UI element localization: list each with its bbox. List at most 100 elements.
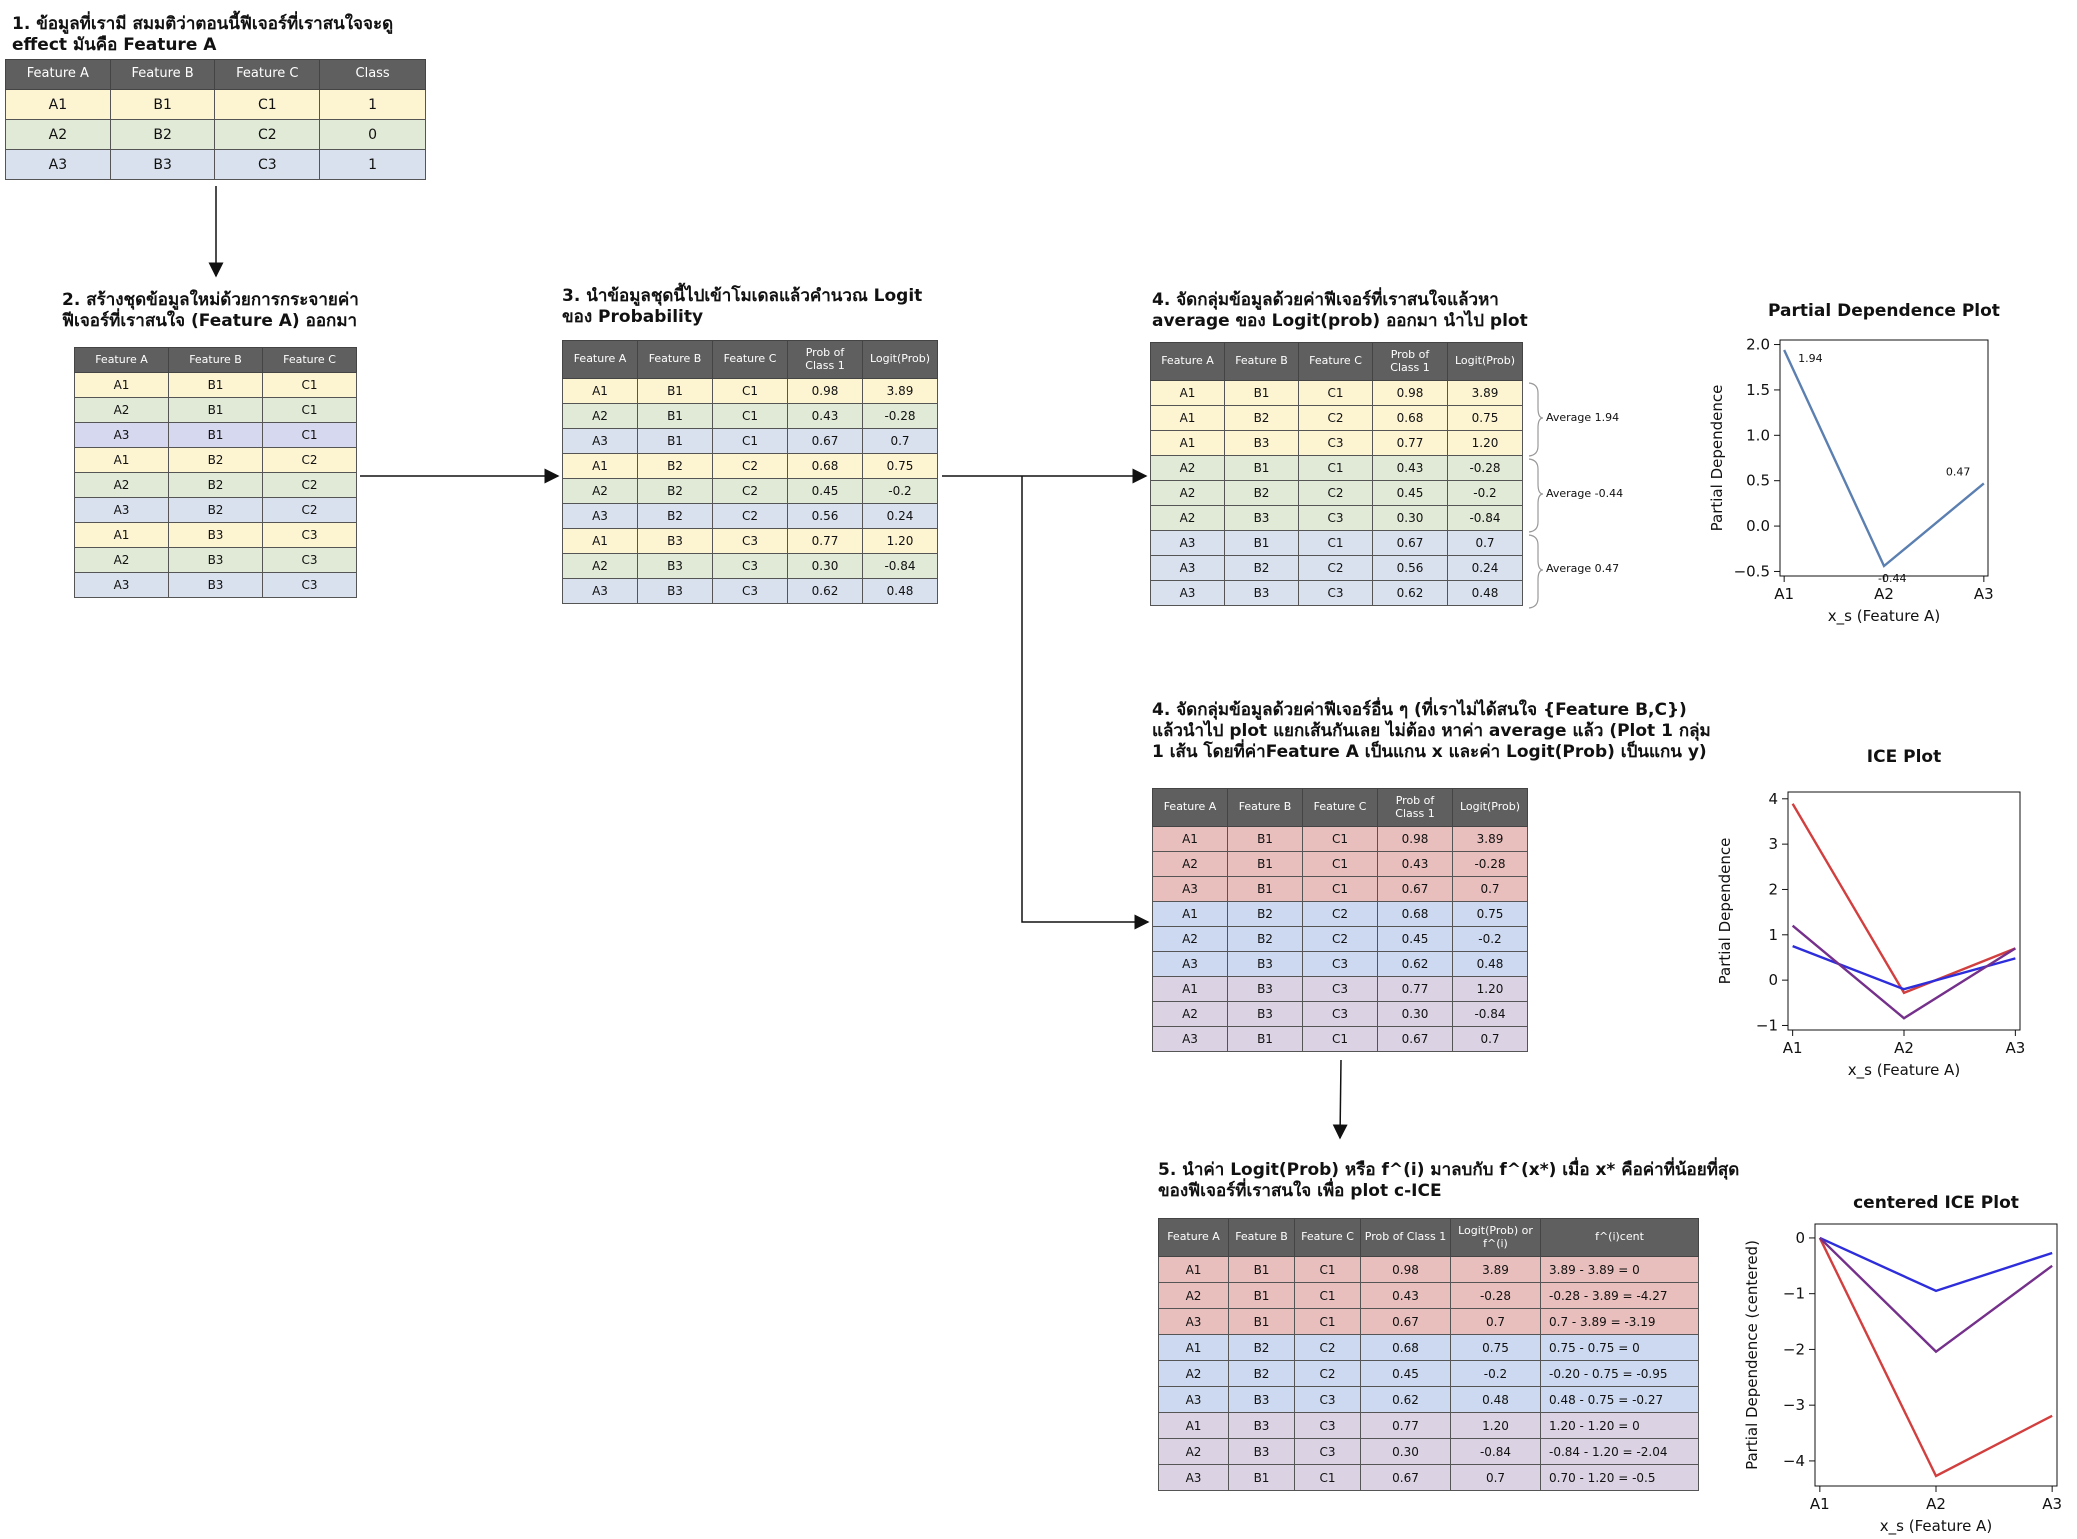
table-cell: A2: [1158, 1282, 1229, 1309]
data-label: 0.47: [1946, 465, 1971, 478]
column-header: Feature B: [637, 340, 713, 379]
table-cell: -0.2: [862, 478, 938, 504]
table-cell: B1: [1227, 1026, 1303, 1052]
table-row: A2 B2 C2: [74, 472, 357, 498]
table-row: A1 B1 C1 0.98 3.89 3.89 - 3.89 = 0: [1158, 1256, 1699, 1283]
table-cell: -0.84 - 1.20 = -2.04: [1540, 1438, 1699, 1465]
data-label: 1.94: [1798, 352, 1823, 365]
x-tick-label: A3: [2005, 1039, 2025, 1057]
table-cell: A3: [74, 422, 169, 448]
grouped-by-feature-a-table: Feature A Feature B Feature C Prob of Class…: [1150, 342, 1523, 606]
table-cell: A2: [1152, 926, 1228, 952]
table-cell: 3.89 - 3.89 = 0: [1540, 1256, 1699, 1283]
table-cell: A2: [74, 472, 169, 498]
table-row: A1 B2 C2 0.68 0.75 0.75 - 0.75 = 0: [1158, 1334, 1699, 1361]
table-cell: C1: [1294, 1256, 1361, 1283]
column-header: Prob of Class 1: [787, 340, 863, 379]
ice-plot: ICE Plot −1 0 1 2 3 4 A1 A2 A3 x_s (Feature A) Part…: [1716, 747, 2025, 1080]
column-header: Feature C: [712, 340, 788, 379]
column-header: Prob of Class 1: [1360, 1218, 1451, 1257]
y-tick-label: −1: [1756, 1016, 1778, 1034]
table-row: A2 B2 C2 0.45 -0.2: [1152, 926, 1528, 952]
y-tick-label: −1: [1783, 1285, 1805, 1303]
series-line-1: [1783, 349, 1985, 568]
series-line-3: [1791, 924, 2016, 1020]
y-tick-label: −2: [1783, 1340, 1805, 1358]
table-cell: A1: [562, 378, 638, 404]
y-tick-label: 0: [1768, 971, 1778, 989]
column-header: Logit(Prob): [1447, 342, 1523, 381]
table-cell: 1.20: [1450, 1412, 1541, 1439]
table-row: A2 B1 C1 0.43 -0.28: [1150, 455, 1523, 481]
table-cell: C2: [262, 497, 357, 523]
table-cell: 1.20: [1452, 976, 1528, 1002]
partial-dependence-plot: Partial Dependence Plot −0.5 0.0 0.5 1.0 1.5 2…: [1708, 301, 2000, 626]
table-cell: B1: [1228, 1282, 1295, 1309]
table-row: A2 B1 C1 0.43 -0.28: [562, 403, 938, 429]
table-row: A3 B1 C1 0.67 0.7: [1152, 876, 1528, 902]
table-cell: A1: [1150, 430, 1225, 456]
average-label-a3: Average 0.47: [1546, 562, 1620, 575]
column-header: Class: [319, 59, 426, 90]
series-line-2: [1792, 945, 2016, 991]
table-cell: C1: [1298, 530, 1373, 556]
table-cell: 0.75: [1452, 901, 1528, 927]
y-tick-label: 1.5: [1746, 381, 1770, 399]
table-cell: 0.68: [1377, 901, 1453, 927]
table-cell: 0.75: [1447, 405, 1523, 431]
table-cell: B1: [1228, 1308, 1295, 1335]
table-cell: A2: [74, 547, 169, 573]
data-label: -0.44: [1878, 572, 1906, 585]
column-header: Feature B: [1227, 788, 1303, 827]
table-cell: B1: [1224, 530, 1299, 556]
brace-group-a3: [1528, 534, 1544, 609]
table-row: A2 B3 C3: [74, 547, 357, 573]
table-cell: 0.43: [1372, 455, 1448, 481]
series-line-1: [1818, 1237, 2053, 1478]
table-cell: 0: [319, 119, 426, 150]
table-row: A1 B1 C1 0.98 3.89: [1150, 380, 1523, 406]
table-cell: B3: [1224, 580, 1299, 606]
table-cell: A2: [1152, 851, 1228, 877]
table-cell: B3: [109, 149, 216, 180]
table-row: A1 B2 C2: [74, 447, 357, 473]
table-row: A1 B2 C2 0.68 0.75: [562, 453, 938, 479]
y-axis-label: Partial Dependence: [1708, 385, 1726, 532]
table-cell: 0.75: [862, 453, 938, 479]
table-cell: 0.56: [1372, 555, 1448, 581]
table-cell: B3: [1228, 1412, 1295, 1439]
table-cell: C3: [214, 149, 321, 180]
step4a-title: 4. จัดกลุ่มข้อมูลด้วยค่าฟีเจอร์ที่เราสนใ…: [1152, 290, 1528, 331]
table-cell: C3: [1298, 430, 1373, 456]
table-cell: 0.48: [1452, 951, 1528, 977]
table-cell: 0.24: [1447, 555, 1523, 581]
y-axis-label: Partial Dependence: [1716, 838, 1734, 985]
table-cell: 0.7: [1452, 1026, 1528, 1052]
table-cell: A3: [562, 503, 638, 529]
table-row: A3 B3 C3 1: [5, 149, 426, 180]
x-axis-label: x_s (Feature A): [1828, 607, 1940, 626]
column-header: Feature B: [109, 59, 216, 90]
table-cell: 0.62: [1360, 1386, 1451, 1413]
table-cell: 0.77: [1377, 976, 1453, 1002]
table-cell: 0.45: [1377, 926, 1453, 952]
column-header: Feature B: [168, 347, 263, 373]
table-cell: A1: [1152, 826, 1228, 852]
table-row: A3 B1 C1 0.67 0.7 0.7 - 3.89 = -3.19: [1158, 1308, 1699, 1335]
table-cell: C1: [262, 397, 357, 423]
table-cell: C3: [1294, 1412, 1361, 1439]
y-tick-label: 0: [1795, 1229, 1805, 1247]
table-row: A2 B2 C2 0.45 -0.2: [562, 478, 938, 504]
table-row: A3 B3 C3 0.62 0.48: [1152, 951, 1528, 977]
table-cell: B1: [637, 403, 713, 429]
table-row: A1 B3 C3 0.77 1.20: [562, 528, 938, 554]
table-cell: A3: [562, 578, 638, 604]
y-tick-label: 0.5: [1746, 472, 1770, 490]
table-cell: C1: [1298, 380, 1373, 406]
table-cell: A2: [74, 397, 169, 423]
table-cell: 0.67: [787, 428, 863, 454]
table-cell: -0.2: [1447, 480, 1523, 506]
y-tick-label: 2: [1768, 880, 1778, 898]
table-cell: 0.45: [1360, 1360, 1451, 1387]
table-cell: B3: [1227, 976, 1303, 1002]
